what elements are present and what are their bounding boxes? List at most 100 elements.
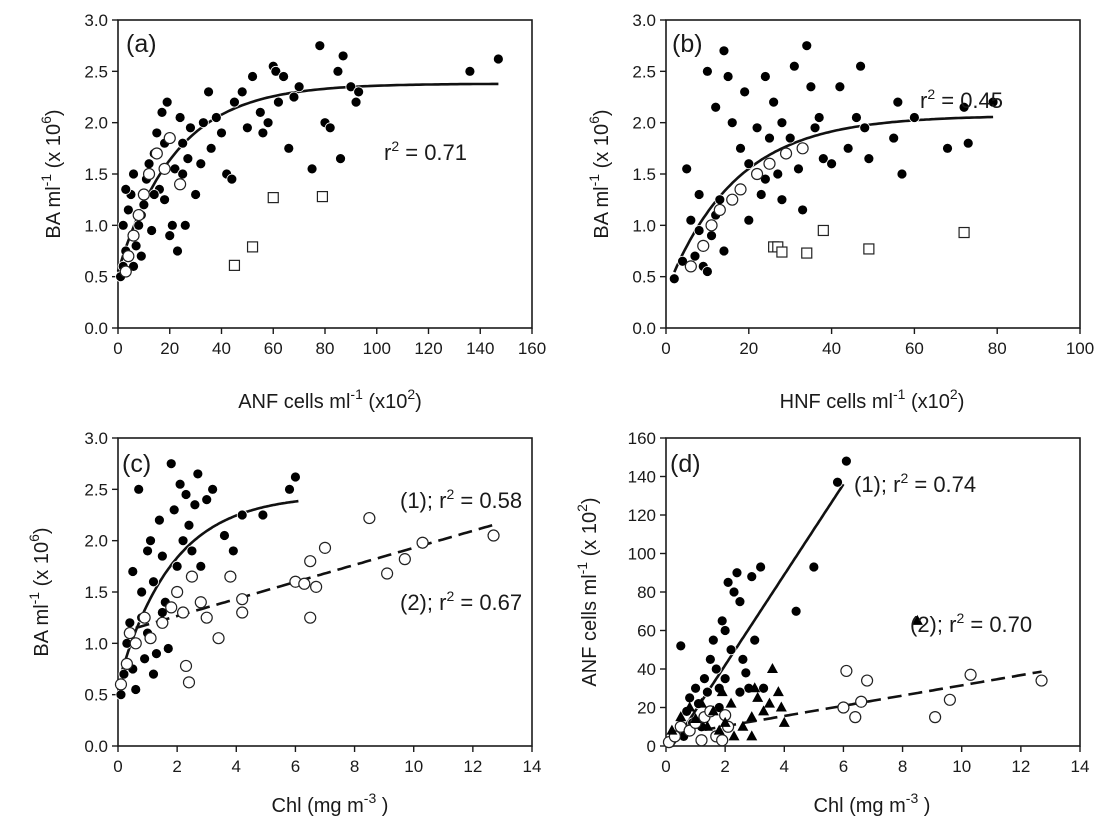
data-point-filled-circle — [737, 653, 749, 665]
data-point-filled-triangle — [746, 711, 758, 722]
data-point-filled-circle — [808, 561, 820, 573]
x-tick-label: 12 — [1011, 757, 1030, 776]
data-point-open-circle — [310, 580, 323, 593]
data-point-open-square — [228, 259, 241, 271]
data-point-filled-triangle — [701, 720, 713, 731]
data-point-filled-circle — [115, 689, 127, 701]
data-point-filled-circle — [192, 468, 204, 480]
x-tick-label: 2 — [172, 757, 181, 776]
data-point-filled-circle — [702, 266, 713, 277]
data-point-filled-circle — [241, 122, 253, 134]
data-point-open-circle — [212, 632, 225, 645]
data-point-open-circle — [114, 678, 128, 691]
data-point-open-circle — [363, 511, 376, 525]
y-tick-label: 120 — [628, 506, 656, 525]
data-point-open-circle — [182, 676, 196, 689]
data-point-filled-circle — [288, 91, 300, 103]
chart-panel-a: 0 20 40 60 80 100 120 140 160 0.0 0.5 1.0 1.5 2.0 2.5 3… — [38, 11, 546, 413]
data-point-open-circle — [171, 585, 184, 599]
data-point-filled-circle — [139, 653, 151, 665]
x-axis-label: Chl (mg m-3 ) — [814, 790, 931, 817]
data-point-filled-circle — [809, 122, 821, 134]
data-point-filled-circle — [718, 45, 730, 57]
data-point-filled-circle — [851, 112, 862, 123]
data-point-filled-circle — [743, 158, 755, 170]
data-point-filled-circle — [464, 65, 476, 77]
data-point-open-circle — [120, 657, 133, 670]
data-point-filled-circle — [710, 101, 722, 113]
data-point-filled-circle — [190, 189, 202, 200]
data-point-open-square — [863, 243, 875, 255]
data-point-filled-circle — [138, 199, 150, 211]
data-point-filled-circle — [749, 634, 761, 646]
data-point-filled-circle — [227, 545, 239, 557]
data-point-filled-circle — [722, 576, 734, 588]
data-point-filled-circle — [205, 142, 217, 154]
data-point-filled-circle — [189, 499, 201, 511]
data-point-filled-circle — [201, 494, 213, 506]
data-point-filled-circle — [685, 214, 697, 226]
data-point-filled-circle — [136, 586, 148, 598]
x-tick-label: 8 — [898, 757, 907, 776]
data-point-filled-circle — [156, 107, 168, 118]
data-point-filled-triangle — [911, 614, 923, 625]
data-point-filled-circle — [668, 273, 680, 285]
data-point-filled-triangle — [695, 697, 707, 708]
data-point-filled-circle — [855, 60, 866, 72]
data-point-filled-triangle — [749, 682, 761, 693]
data-point-filled-circle — [283, 142, 295, 154]
data-point-open-circle — [726, 193, 739, 206]
data-point-filled-circle — [247, 71, 258, 82]
data-point-filled-circle — [257, 509, 269, 521]
y-tick-label: 3.0 — [84, 11, 108, 30]
x-tick-label: 0 — [661, 757, 670, 776]
data-point-filled-circle — [145, 535, 156, 547]
data-point-filled-circle — [290, 471, 301, 483]
data-point-open-circle — [416, 536, 429, 549]
data-point-filled-circle — [166, 219, 178, 231]
fit-line-solid — [116, 82, 499, 272]
y-tick-label: 1.0 — [84, 216, 108, 235]
r-squared-annotation: r2 = 0.71 — [384, 138, 467, 165]
y-tick-label: 2.5 — [84, 62, 108, 81]
data-point-filled-circle — [746, 571, 758, 582]
data-point-filled-triangle — [775, 701, 787, 712]
data-point-filled-triangle — [666, 724, 678, 735]
data-point-filled-circle — [755, 561, 767, 573]
data-point-filled-circle — [726, 117, 738, 129]
y-tick-label: 40 — [637, 660, 656, 679]
y-tick-label: 60 — [637, 622, 656, 641]
y-tick-label: 0.5 — [632, 268, 656, 287]
data-point-open-circle — [928, 711, 942, 724]
data-point-filled-circle — [174, 112, 186, 123]
x-tick-label: 60 — [905, 339, 924, 358]
y-tick-label: 2.5 — [84, 480, 108, 499]
data-point-filled-circle — [755, 189, 767, 200]
data-point-open-circle — [156, 616, 169, 629]
data-point-open-circle — [840, 664, 853, 678]
data-point-filled-circle — [210, 112, 222, 123]
panel-label: (a) — [126, 30, 157, 58]
panel-label: (c) — [122, 450, 151, 478]
data-point-filled-circle — [768, 96, 780, 108]
data-point-filled-circle — [229, 96, 240, 108]
data-point-filled-circle — [693, 189, 705, 200]
x-axis-label: Chl (mg m-3 ) — [272, 790, 389, 817]
data-point-filled-circle — [776, 117, 788, 129]
data-point-filled-circle — [684, 692, 696, 704]
data-point-filled-circle — [146, 225, 158, 236]
data-point-open-circle — [487, 529, 500, 542]
data-point-filled-circle — [284, 483, 295, 495]
data-point-filled-circle — [740, 667, 752, 679]
x-tick-label: 2 — [720, 757, 729, 776]
x-tick-label: 8 — [350, 757, 359, 776]
data-point-open-circle — [137, 188, 150, 201]
y-tick-label: 1.0 — [84, 634, 108, 653]
data-point-filled-circle — [719, 625, 731, 636]
data-point-filled-circle — [197, 117, 209, 129]
x-tick-label: 6 — [839, 757, 848, 776]
data-point-filled-circle — [270, 65, 282, 77]
data-point-filled-circle — [171, 560, 183, 572]
y-tick-label: 0.0 — [84, 319, 108, 338]
